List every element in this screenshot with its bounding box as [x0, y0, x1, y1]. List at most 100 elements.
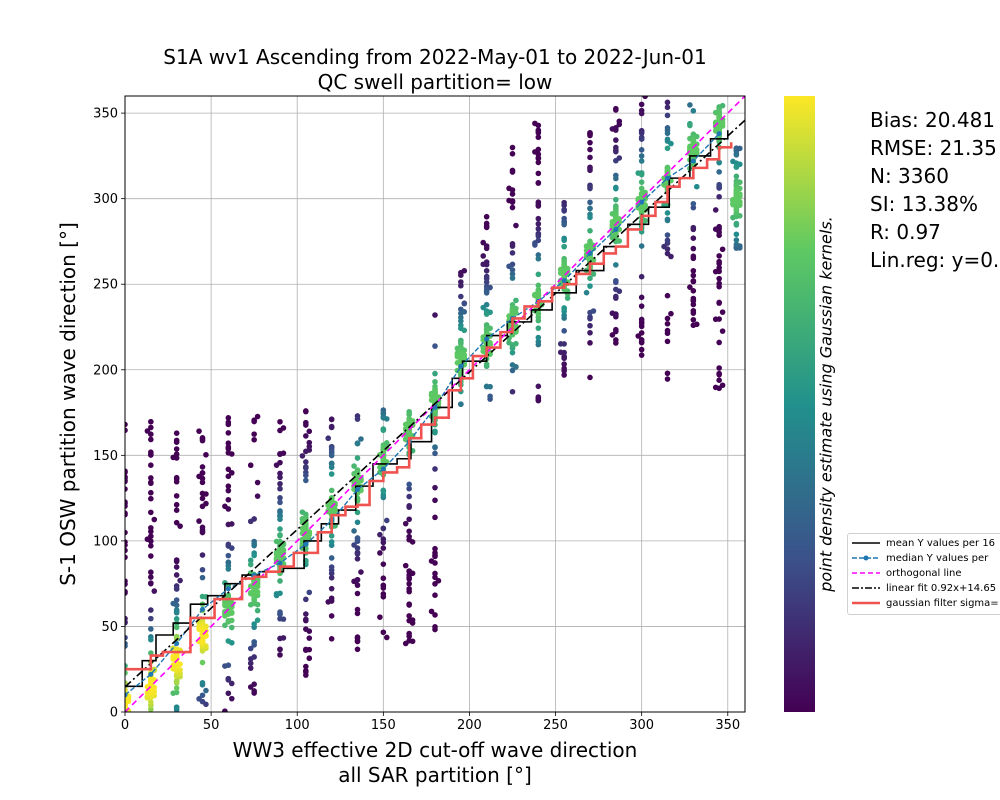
scatter-point	[199, 552, 206, 558]
scatter-point	[406, 601, 412, 607]
scatter-point	[377, 531, 383, 538]
scatter-point	[354, 549, 361, 556]
scatter-point	[251, 681, 257, 688]
scatter-point	[638, 179, 645, 185]
scatter-point	[638, 294, 645, 301]
scatter-point	[458, 401, 464, 407]
scatter-point	[432, 624, 438, 630]
scatter-point	[177, 577, 183, 584]
scatter-point	[613, 148, 619, 155]
y-axis-label: S-1 OSW partition wave direction [°]	[56, 222, 80, 586]
scatter-point	[590, 308, 597, 314]
scatter-point	[432, 574, 438, 581]
scatter-point	[432, 545, 438, 552]
scatter-point	[377, 614, 383, 620]
scatter-point	[509, 275, 516, 281]
stat-linreg: Lin.reg: y=0.	[870, 248, 1000, 272]
scatter-point	[587, 329, 593, 336]
scatter-point	[125, 581, 128, 587]
scatter-point	[638, 147, 645, 153]
scatter-point	[690, 272, 697, 279]
scatter-point	[173, 564, 180, 570]
scatter-point	[173, 656, 180, 663]
scatter-point	[609, 310, 616, 317]
scatter-point	[432, 378, 438, 385]
series-line-4	[125, 142, 733, 671]
scatter-point	[587, 340, 593, 346]
scatter-point	[483, 290, 490, 296]
scatter-point	[483, 279, 490, 285]
scatter-point	[228, 680, 235, 687]
scatter-point	[406, 637, 412, 644]
scatter-point	[380, 582, 387, 589]
scatter-point	[664, 237, 671, 244]
median-marker	[716, 131, 722, 137]
scatter-point	[561, 361, 567, 367]
scatter-point	[564, 295, 571, 301]
scatter-point	[328, 487, 335, 494]
scatter-point	[613, 337, 619, 343]
stats-panel: Bias: 20.481 RMSE: 21.35 N: 3360 SI: 13.…	[870, 106, 999, 274]
scatter-point	[535, 134, 542, 141]
scatter-point	[613, 157, 619, 164]
scatter-point	[712, 384, 719, 391]
scatter-point	[461, 300, 468, 307]
scatter-point	[483, 213, 490, 220]
scatter-point	[199, 566, 206, 573]
scatter-point	[664, 250, 671, 257]
legend-item-orthogonal: orthogonal line	[852, 567, 962, 579]
scatter-point	[687, 284, 693, 290]
scatter-point	[251, 436, 257, 443]
scatter-point	[561, 365, 567, 372]
scatter-point	[406, 613, 412, 619]
median-marker	[225, 586, 231, 592]
stat-si: SI: 13.38%	[870, 192, 978, 216]
scatter-point	[509, 271, 516, 277]
scatter-point	[535, 203, 542, 209]
scatter-point	[509, 169, 516, 175]
scatter-point	[716, 181, 722, 188]
scatter-point	[251, 542, 257, 549]
scatter-point	[280, 635, 287, 641]
scatter-point	[535, 334, 542, 341]
scatter-point	[509, 349, 516, 356]
scatter-point	[690, 200, 697, 207]
scatter-point	[199, 475, 206, 482]
scatter-point	[119, 701, 125, 707]
scatter-point	[125, 554, 128, 561]
scatter-point	[690, 288, 697, 294]
scatter-point	[328, 564, 335, 570]
scatter-point	[354, 416, 361, 422]
scatter-point	[148, 569, 154, 576]
scatter-point	[432, 428, 438, 435]
scatter-point	[561, 372, 567, 378]
scatter-point	[225, 473, 232, 480]
scatter-point	[432, 444, 438, 450]
scatter-point	[173, 558, 180, 565]
scatter-point	[125, 427, 128, 434]
scatter-point	[483, 261, 490, 268]
scatter-point	[583, 289, 590, 296]
scatter-point	[509, 204, 516, 211]
scatter-point	[277, 652, 283, 658]
scatter-point	[328, 613, 335, 619]
scatter-point	[693, 183, 700, 190]
scatter-point	[590, 271, 597, 277]
series-line-3	[125, 119, 745, 688]
scatter-point	[173, 439, 180, 446]
scatter-point	[380, 545, 387, 551]
scatter-point	[251, 552, 257, 559]
scatter-point	[354, 606, 361, 613]
scatter-point	[733, 195, 740, 202]
scatter-point	[222, 622, 228, 629]
scatter-point	[693, 321, 700, 328]
scatter-point	[561, 208, 567, 214]
scatter-point	[199, 503, 206, 510]
scatter-point	[225, 496, 232, 503]
scatter-point	[687, 102, 693, 108]
scatter-point	[148, 615, 154, 622]
legend-item-linear-fit: linear fit 0.92x+14.65	[852, 582, 997, 594]
scatter-point	[225, 690, 232, 697]
scatter-point	[690, 295, 697, 302]
